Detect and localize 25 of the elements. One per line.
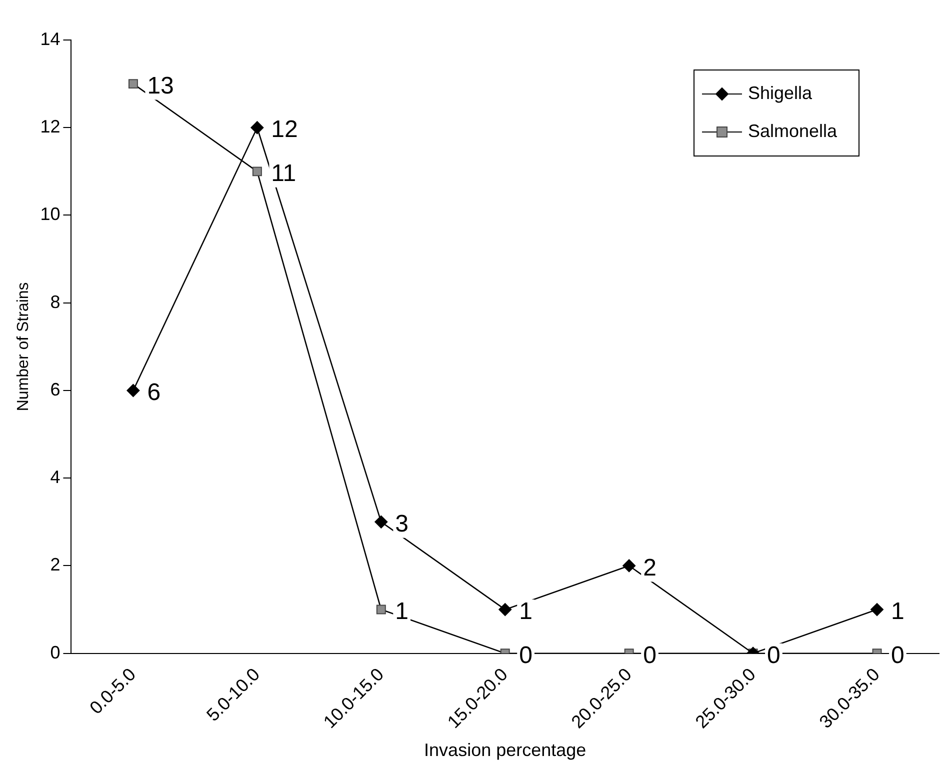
y-tick-label: 4 (50, 467, 60, 488)
y-tick-label: 2 (50, 554, 60, 575)
x-axis-title: Invasion percentage (424, 740, 586, 760)
data-label: 0 (891, 642, 904, 669)
legend-label: Shigella (748, 82, 814, 103)
data-label: 1 (519, 598, 532, 626)
y-tick-label: 12 (40, 116, 60, 137)
data-label: 11 (271, 160, 296, 188)
data-label: 1 (891, 598, 904, 626)
data-label: 3 (395, 510, 408, 538)
y-tick-label: 0 (50, 642, 60, 662)
y-tick-label: 10 (40, 204, 60, 224)
data-label: 0 (767, 642, 780, 669)
y-tick-label: 14 (40, 28, 60, 49)
y-axis-title: Number of Strains (15, 282, 32, 412)
data-label: 2 (643, 554, 656, 582)
data-label: 0 (519, 642, 532, 669)
data-label: 1 (395, 598, 408, 626)
data-label: 12 (271, 116, 298, 144)
y-tick-label: 6 (50, 379, 60, 400)
data-label: 0 (643, 642, 656, 669)
legend-label: Salmonella (748, 120, 838, 141)
data-label: 6 (147, 379, 161, 406)
data-label: 13 (147, 72, 174, 100)
y-tick-label: 8 (50, 292, 60, 312)
